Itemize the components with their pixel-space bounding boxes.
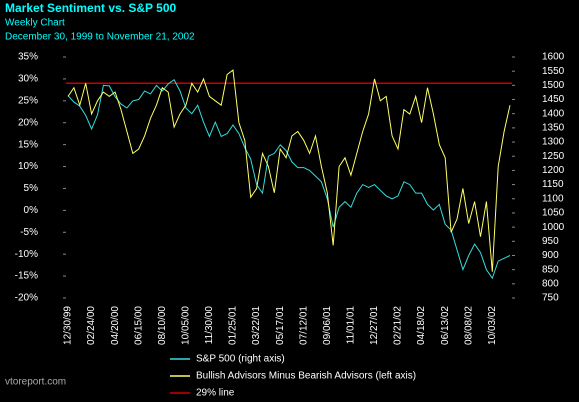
y2-tick-label: 900 xyxy=(542,250,559,261)
x-tick-label: 08/08/02 xyxy=(463,306,474,345)
x-tick-label: 12/27/01 xyxy=(369,306,380,345)
series-line xyxy=(67,69,511,272)
y2-tick-label: 1000 xyxy=(542,222,565,233)
x-tick-label: 11/01/01 xyxy=(346,306,357,345)
chart-title: Market Sentiment vs. S&P 500 xyxy=(5,1,177,15)
x-tick-label: 10/05/00 xyxy=(181,306,192,345)
x-tick-label: 04/20/00 xyxy=(110,306,121,345)
y2-tick-label: 1250 xyxy=(542,151,565,162)
y2-tick-label: 750 xyxy=(542,293,559,304)
legend-label: Bullish Advisors Minus Bearish Advisors … xyxy=(196,371,416,382)
y2-tick-label: 1050 xyxy=(542,208,565,219)
y-tick-label: 30% xyxy=(18,74,38,85)
y2-tick-label: 950 xyxy=(542,236,559,247)
x-tick-label: 11/30/00 xyxy=(204,306,215,345)
y2-tick-label: 1600 xyxy=(542,52,565,63)
y2-tick-label: 1200 xyxy=(542,165,565,176)
y-tick-label: -5% xyxy=(20,227,38,238)
y-tick-label: 25% xyxy=(18,95,38,106)
y-tick-label: 10% xyxy=(18,161,38,172)
series-line xyxy=(67,78,511,280)
y2-tick-label: 1100 xyxy=(542,193,564,204)
y2-tick-label: 1350 xyxy=(542,123,565,134)
y-tick-label: 0% xyxy=(24,205,39,216)
y-tick-label: -15% xyxy=(15,271,38,282)
x-tick-label: 08/10/00 xyxy=(157,306,168,345)
x-tick-label: 06/15/00 xyxy=(133,306,144,345)
x-tick-label: 04/18/02 xyxy=(416,306,427,345)
x-tick-label: 10/03/02 xyxy=(487,306,498,345)
y-tick-label: -10% xyxy=(15,249,38,260)
x-tick-label: 09/06/01 xyxy=(322,306,333,345)
source: vtoreport.com xyxy=(5,377,66,388)
y-tick-label: 15% xyxy=(18,139,38,150)
y-tick-label: -20% xyxy=(15,293,38,304)
x-tick-label: 12/30/99 xyxy=(63,306,74,345)
y-tick-label: 5% xyxy=(24,183,39,194)
legend-label: S&P 500 (right axis) xyxy=(196,354,285,365)
x-tick-label: 01/25/01 xyxy=(228,306,239,345)
x-tick-label: 07/12/01 xyxy=(298,306,309,345)
date-range: December 30, 1999 to November 21, 2002 xyxy=(5,32,195,43)
x-tick-label: 03/22/01 xyxy=(251,306,262,345)
x-tick-label: 02/24/00 xyxy=(86,306,97,345)
y2-tick-label: 1450 xyxy=(542,94,565,105)
y2-tick-label: 1500 xyxy=(542,80,565,91)
x-tick-label: 06/13/02 xyxy=(440,306,451,345)
legend-label: 29% line xyxy=(196,388,235,399)
chart-subtitle: Weekly Chart xyxy=(5,18,65,29)
y2-tick-label: 800 xyxy=(542,278,559,289)
y-tick-label: 20% xyxy=(18,117,38,128)
y2-tick-label: 1400 xyxy=(542,108,565,119)
x-tick-label: 05/17/01 xyxy=(275,306,286,345)
y2-tick-label: 1550 xyxy=(542,66,565,77)
y-tick-label: 35% xyxy=(18,52,38,63)
x-tick-label: 02/21/02 xyxy=(393,306,404,345)
y2-tick-label: 1300 xyxy=(542,137,565,148)
y2-tick-label: 850 xyxy=(542,264,559,275)
y2-tick-label: 1150 xyxy=(542,179,564,190)
